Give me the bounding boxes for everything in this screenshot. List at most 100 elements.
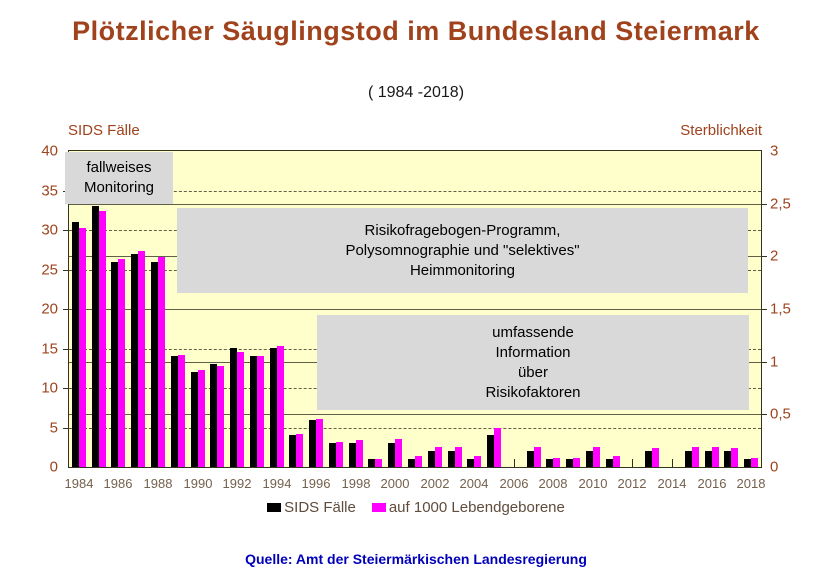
gridline-dashed-5 <box>69 427 761 429</box>
right-axis-label-0_5: 0,5 <box>770 405 791 423</box>
bar-rate-2002 <box>435 447 442 467</box>
left-axis-tick-5 <box>63 427 68 429</box>
right-axis-tick-1_5 <box>762 309 767 310</box>
bar-rate-2010 <box>593 447 600 467</box>
x-label-1998: 1998 <box>341 476 371 491</box>
legend-label-auf-1000-lebendgeborene: auf 1000 Lebendgeborene <box>388 499 565 516</box>
x-label-1994: 1994 <box>262 476 292 491</box>
bar-sids-faelle-2018 <box>744 459 751 467</box>
bar-rate-1985 <box>99 211 106 467</box>
bar-sids-faelle-1993 <box>250 356 257 467</box>
x-label-2010: 2010 <box>578 476 608 491</box>
x-label-1992: 1992 <box>222 476 252 491</box>
bar-sids-faelle-1987 <box>131 254 138 467</box>
right-axis-label-3: 3 <box>770 142 779 160</box>
bar-sids-faelle-1988 <box>151 262 158 467</box>
bar-sids-faelle-2001 <box>408 459 415 467</box>
bar-rate-1993 <box>257 356 264 467</box>
bar-sids-faelle-2017 <box>724 451 731 467</box>
bar-sids-faelle-1986 <box>111 262 118 467</box>
left-axis-label-35: 35 <box>41 182 58 200</box>
bar-rate-2008 <box>553 458 560 467</box>
annotation-fallweises-monitoring: fallweises Monitoring <box>65 152 173 204</box>
gridline-dashed-35 <box>69 190 761 192</box>
right-axis-label-0: 0 <box>770 458 779 476</box>
bar-sids-faelle-2010 <box>586 451 593 467</box>
bar-rate-1999 <box>375 459 382 467</box>
bar-sids-faelle-2004 <box>467 459 474 467</box>
left-axis-label-15: 15 <box>41 340 58 358</box>
bar-rate-1989 <box>178 355 185 467</box>
bar-rate-1984 <box>79 228 86 467</box>
right-axis-label-1: 1 <box>770 353 779 371</box>
x-label-1996: 1996 <box>301 476 331 491</box>
bar-sids-faelle-2016 <box>705 451 712 467</box>
bar-sids-faelle-1998 <box>349 443 356 467</box>
right-axis-tick-2 <box>762 256 767 258</box>
bar-sids-faelle-1992 <box>230 348 237 467</box>
bar-rate-1996 <box>316 419 323 467</box>
x-tick-2012 <box>632 459 633 467</box>
right-axis-tick-2_5 <box>762 203 767 205</box>
annotation-risikofragebogen-programm: Risikofragebogen-Programm, Polysomnograp… <box>177 208 748 293</box>
right-axis-title: Sterblichkeit <box>680 122 762 139</box>
bar-sids-faelle-1990 <box>191 372 198 467</box>
bar-sids-faelle-2011 <box>606 459 613 467</box>
gridline-solid-0_5 <box>69 414 761 416</box>
bar-sids-faelle-1995 <box>289 435 296 467</box>
left-axis-tick-15 <box>63 348 68 350</box>
right-axis-tick-0_5 <box>762 414 767 416</box>
right-axis-label-1_5: 1,5 <box>770 300 791 318</box>
legend-swatch-magenta <box>371 503 386 512</box>
bar-rate-1997 <box>336 442 343 467</box>
legend-swatch-black <box>267 503 282 512</box>
source-credit: Quelle: Amt der Steiermärkischen Landesr… <box>245 551 587 567</box>
bar-rate-2017 <box>731 448 738 467</box>
x-label-2002: 2002 <box>420 476 450 491</box>
left-axis-label-0: 0 <box>49 458 58 476</box>
left-axis-tick-10 <box>63 388 68 389</box>
right-axis-label-2: 2 <box>770 247 779 265</box>
bar-sids-faelle-1984 <box>72 222 79 467</box>
bar-rate-1991 <box>217 366 224 467</box>
left-axis-label-5: 5 <box>49 419 58 437</box>
plot-area: fallweises Monitoring Risikofragebogen-P… <box>63 150 767 468</box>
bar-sids-faelle-2009 <box>566 459 573 467</box>
bar-rate-2007 <box>534 447 541 467</box>
bar-rate-1988 <box>158 257 165 467</box>
right-axis-tick-1 <box>762 361 767 363</box>
x-label-2006: 2006 <box>499 476 529 491</box>
bar-sids-faelle-1999 <box>368 459 375 467</box>
bar-rate-2009 <box>573 458 580 467</box>
x-label-2018: 2018 <box>736 476 766 491</box>
bar-rate-2000 <box>395 439 402 467</box>
bar-sids-faelle-2013 <box>645 451 652 467</box>
bar-rate-2016 <box>712 447 719 467</box>
annotation-umfassende-information: umfassende Information über Risikofaktor… <box>317 315 749 410</box>
x-tick-2014 <box>672 459 673 467</box>
x-label-1984: 1984 <box>64 476 94 491</box>
bar-sids-faelle-1997 <box>329 443 336 467</box>
bar-sids-faelle-2000 <box>388 443 395 467</box>
right-axis-label-2_5: 2,5 <box>770 195 791 213</box>
bar-rate-2018 <box>751 458 758 467</box>
gridline-solid-2_5 <box>69 203 761 205</box>
bar-sids-faelle-2008 <box>546 459 553 467</box>
x-label-2000: 2000 <box>380 476 410 491</box>
legend: SIDS Fälle auf 1000 Lebendgeborene <box>0 499 832 516</box>
chart-subtitle: ( 1984 -2018) <box>367 84 465 101</box>
bar-sids-faelle-1989 <box>171 356 178 467</box>
left-axis-label-40: 40 <box>41 142 58 160</box>
bar-sids-faelle-1996 <box>309 420 316 467</box>
x-label-2004: 2004 <box>459 476 489 491</box>
bar-sids-faelle-2005 <box>487 435 494 467</box>
bar-rate-1990 <box>198 370 205 467</box>
left-axis-label-30: 30 <box>41 221 58 239</box>
bar-rate-2011 <box>613 456 620 467</box>
x-label-1990: 1990 <box>183 476 213 491</box>
left-axis-title: SIDS Fälle <box>68 122 140 139</box>
bar-rate-1986 <box>118 259 125 467</box>
bar-sids-faelle-2007 <box>527 451 534 467</box>
bar-rate-2003 <box>455 447 462 467</box>
